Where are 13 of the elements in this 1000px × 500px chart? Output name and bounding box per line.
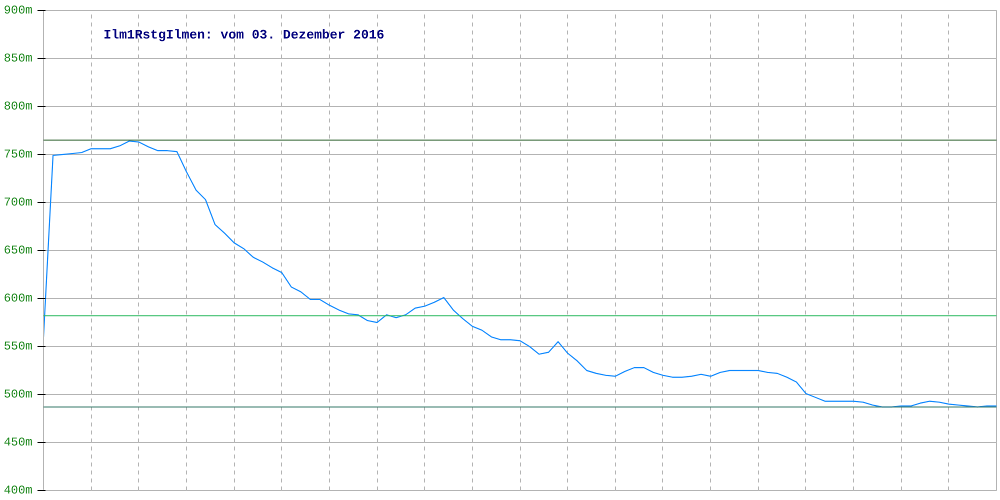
y-tick-label: 850m <box>4 52 33 66</box>
y-tick-label: 900m <box>4 4 33 18</box>
y-tick-label: 450m <box>4 436 33 450</box>
text: Ilm1RstgIlmen: vom 03. Dezember 2016 <box>104 28 385 42</box>
y-tick-label: 550m <box>4 340 33 354</box>
y-tick-label: 750m <box>4 148 33 162</box>
line-series <box>44 140 996 408</box>
y-tick-label: 650m <box>4 244 33 258</box>
y-tick-label: 800m <box>4 100 33 114</box>
y-tick-label: 500m <box>4 388 33 402</box>
y-tick-label: 700m <box>4 196 33 210</box>
y-tick-label: 600m <box>4 292 33 306</box>
y-tick-label: 400m <box>4 484 33 498</box>
